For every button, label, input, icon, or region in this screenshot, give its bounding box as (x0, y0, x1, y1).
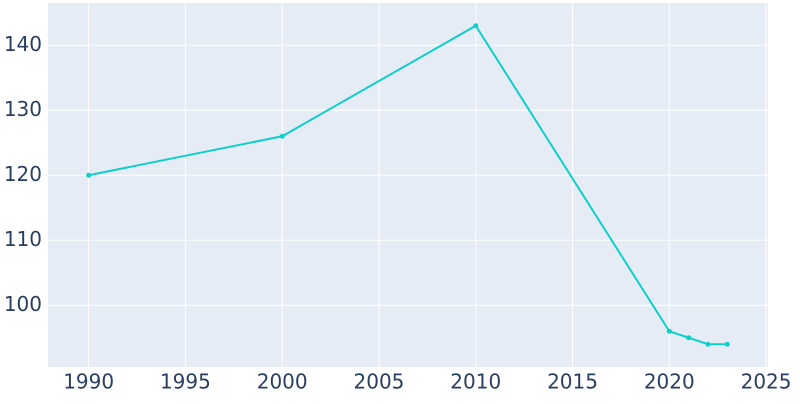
plot-area (48, 3, 768, 367)
x-tick-label: 2025 (741, 370, 792, 394)
data-point (666, 328, 672, 334)
x-tick-label: 2015 (547, 370, 598, 394)
y-tick-label: 110 (4, 227, 42, 251)
x-tick-label: 2000 (257, 370, 308, 394)
data-point (686, 335, 692, 341)
x-tick-label: 2020 (644, 370, 695, 394)
data-point (279, 133, 285, 139)
y-tick-label: 140 (4, 32, 42, 56)
data-point (473, 23, 479, 29)
y-tick-label: 120 (4, 162, 42, 186)
data-point (705, 341, 711, 347)
data-point (86, 172, 92, 178)
x-tick-label: 2005 (354, 370, 405, 394)
data-point (724, 341, 730, 347)
y-tick-label: 130 (4, 97, 42, 121)
x-tick-label: 2010 (450, 370, 501, 394)
y-tick-label: 100 (4, 292, 42, 316)
x-tick-label: 1995 (160, 370, 211, 394)
x-tick-label: 1990 (63, 370, 114, 394)
